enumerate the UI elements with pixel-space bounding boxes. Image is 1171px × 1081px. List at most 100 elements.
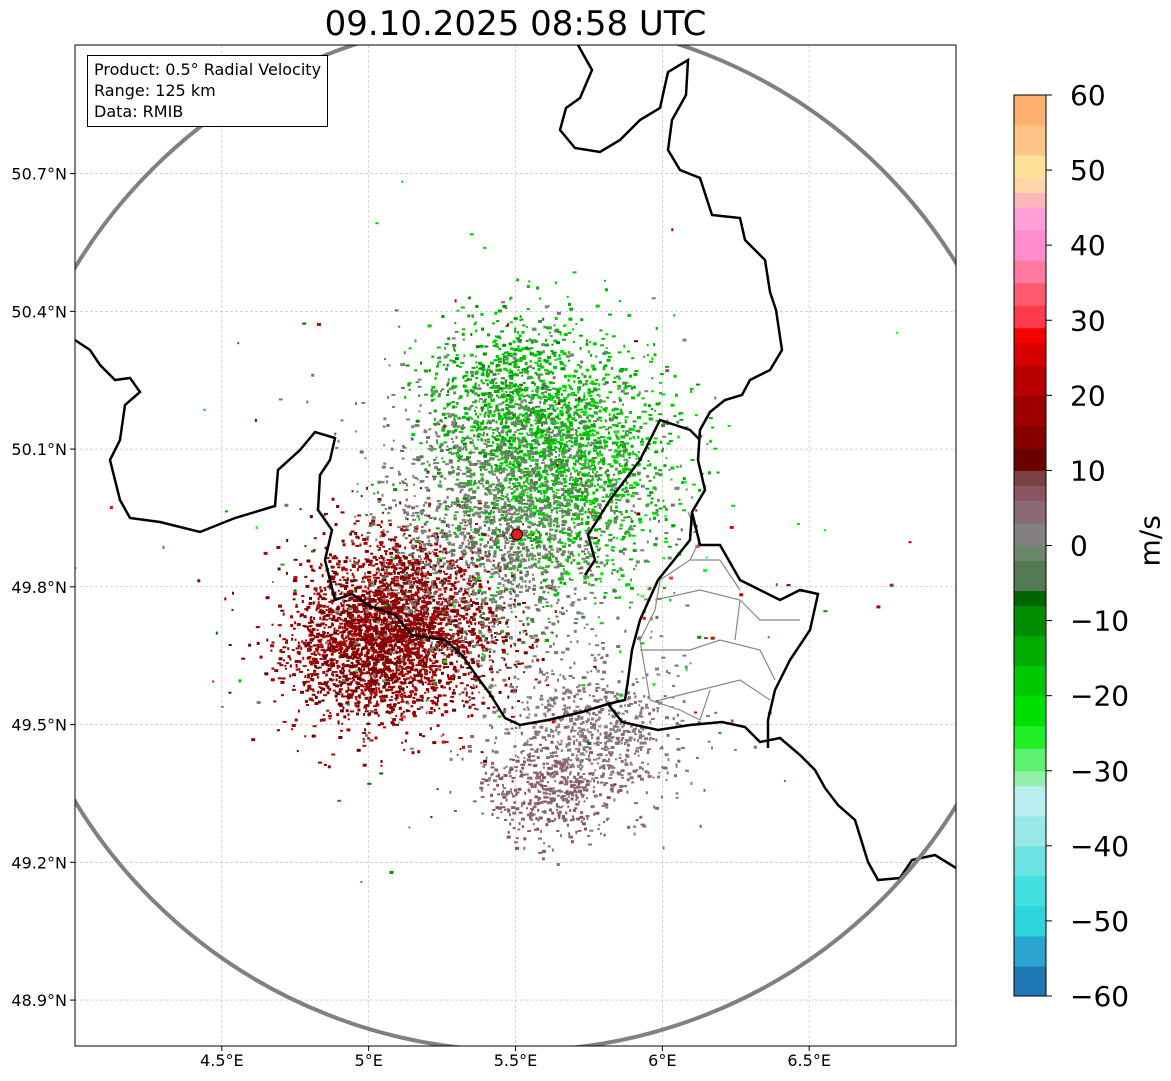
echo-pixel [370,598,375,600]
echo-pixel [491,678,494,681]
echo-pixel [338,655,342,659]
echo-pixel [445,741,449,743]
echo-pixel [624,416,629,419]
echo-pixel [374,604,377,608]
echo-pixel [355,659,360,663]
echo-pixel [368,625,373,628]
echo-pixel [438,679,442,683]
echo-pixel [448,595,453,599]
echo-pixel [513,477,517,480]
echo-pixel [381,574,386,577]
echo-pixel [565,503,568,506]
echo-pixel [548,362,552,366]
echo-pixel [647,404,651,408]
echo-pixel [376,653,379,657]
echo-pixel [547,386,550,389]
echo-pixel [397,621,402,624]
echo-pixel [410,693,413,697]
echo-pixel [623,344,626,348]
echo-pixel [442,547,447,551]
echo-pixel [293,684,296,687]
echo-pixel [554,517,559,520]
echo-pixel [468,482,473,486]
echo-pixel [436,608,441,611]
echo-pixel [356,648,360,652]
echo-pixel [468,437,473,440]
echo-pixel [429,559,433,563]
echo-pixel [377,548,381,551]
echo-pixel [588,419,591,423]
echo-pixel [395,651,399,654]
echo-pixel [561,532,565,535]
echo-pixel [581,684,586,687]
echo-pixel [396,641,399,643]
echo-pixel [559,438,564,441]
echo-pixel [362,562,366,566]
echo-pixel [349,693,354,697]
echo-pixel [564,459,568,463]
echo-pixel [476,663,480,666]
echo-pixel [601,425,606,428]
echo-pixel [416,613,421,616]
echo-pixel [435,630,440,633]
echo-pixel [622,467,627,471]
echo-pixel [526,508,530,511]
echo-pixel [568,538,573,542]
echo-pixel [444,610,448,614]
echo-pixel [557,496,562,500]
echo-pixel [444,551,448,555]
echo-pixel [516,392,520,396]
echo-pixel [336,505,340,508]
echo-pixel [521,601,526,604]
echo-pixel [375,643,380,647]
echo-pixel [401,650,404,654]
echo-pixel [613,521,617,524]
echo-pixel [501,495,504,497]
echo-pixel [498,464,503,467]
echo-pixel [668,432,673,435]
echo-pixel [420,567,423,571]
echo-pixel [408,534,412,537]
echo-pixel [398,560,402,564]
echo-pixel [590,461,595,464]
echo-pixel [455,639,459,643]
echo-pixel [341,667,345,671]
echo-pixel [494,632,498,635]
echo-pixel [470,425,473,428]
echo-pixel [378,614,381,618]
echo-pixel [348,657,353,660]
echo-pixel [380,764,383,767]
echo-pixel [397,690,402,693]
echo-pixel [398,685,402,688]
echo-pixel [475,685,478,689]
echo-pixel [380,561,385,565]
echo-pixel [414,653,417,657]
echo-pixel [412,572,414,575]
echo-pixel [678,412,682,415]
echo-pixel [302,656,305,660]
echo-pixel [612,381,617,383]
echo-pixel [429,566,433,568]
echo-pixel [576,477,579,480]
echo-pixel [539,397,543,400]
echo-pixel [388,548,391,550]
echo-pixel [313,635,317,639]
echo-pixel [368,661,371,663]
echo-pixel [336,666,339,670]
echo-pixel [380,585,385,587]
echo-pixel [520,456,525,460]
echo-pixel [311,627,316,631]
echo-pixel [305,680,310,683]
echo-pixel [309,663,313,666]
echo-pixel [536,413,541,417]
echo-pixel [429,664,434,667]
echo-pixel [373,620,376,623]
echo-pixel [312,725,317,728]
echo-pixel [336,606,341,610]
echo-pixel [485,481,490,485]
echo-pixel [563,524,566,526]
echo-pixel [569,307,574,311]
echo-pixel [347,686,350,690]
echo-pixel [444,579,448,582]
echo-pixel [461,699,464,702]
